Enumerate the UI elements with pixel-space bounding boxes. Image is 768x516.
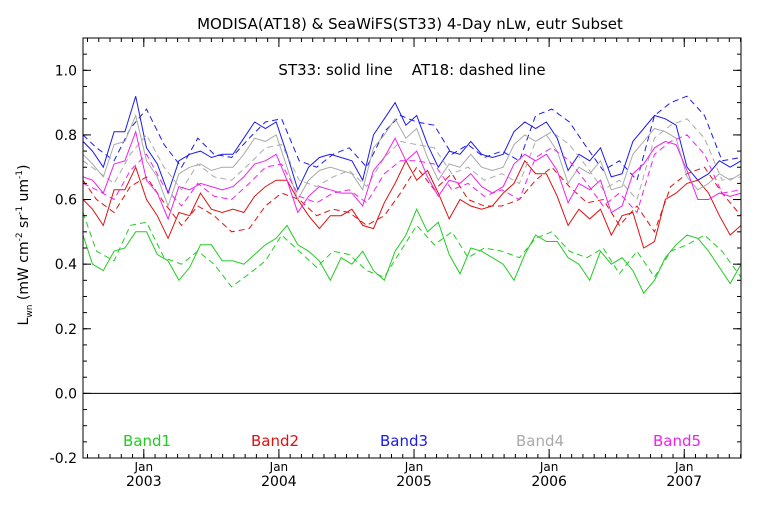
x-tick-month-label: Jan [134,460,154,474]
x-tick-month-label: Jan [404,460,424,474]
legend-label-band5: Band5 [653,432,701,450]
series-line-band1 [82,207,742,295]
x-tick-label: 2007 [666,474,702,490]
y-axis-label-open: (mW cm [16,241,32,304]
y-tick-label: 0.2 [55,322,77,338]
y-tick-label: 1.0 [55,63,77,79]
x-tick-month-label: Jan [539,460,559,474]
y-axis-label: Lwn (mW cm-2 sr-1 um-1) [15,165,35,326]
y-axis-label-mid1: sr [16,215,32,233]
series-layer [82,95,742,295]
line-style-annotation: ST33: solid line AT18: dashed line [278,61,545,79]
y-tick-label: 0.6 [55,193,77,209]
x-tick-label: 2003 [126,474,162,490]
series-line-band4 [82,113,742,208]
y-tick-label: 0.4 [55,257,77,273]
axis-layer: -0.20.00.20.40.60.81.0Jan2003Jan2004Jan2… [50,37,742,490]
y-axis-label-sup2: -1 [15,206,25,215]
y-axis-label-sup1: -2 [15,232,25,241]
y-axis-label-subscript: wn [25,305,35,318]
x-tick-month-label: Jan [269,460,289,474]
x-tick-label: 2004 [261,474,297,490]
y-tick-label: 0.8 [55,128,77,144]
y-axis-label-sup3: -1 [15,170,25,179]
legend-label-band4: Band4 [516,432,564,450]
legend: Band1 Band2 Band3 Band4 Band5 [123,432,701,450]
legend-label-band2: Band2 [251,432,299,450]
legend-label-band3: Band3 [380,432,428,450]
legend-label-band1: Band1 [123,432,171,450]
y-axis-label-main: L [16,317,32,325]
chart-title: MODISA(AT18) & SeaWiFS(ST33) 4-Day nLw, … [197,15,623,33]
series-line-band2-at18 [82,166,742,233]
y-axis-label-mid2: um [16,179,32,206]
x-tick-month-label: Jan [674,460,694,474]
series-line-band1-at18 [82,212,742,288]
y-tick-label: -0.2 [50,451,77,467]
y-tick-label: 0.0 [55,386,77,402]
series-line-band5 [82,129,742,221]
y-axis-label-close: ) [16,165,32,170]
x-tick-label: 2005 [396,474,432,490]
x-tick-label: 2006 [531,474,567,490]
